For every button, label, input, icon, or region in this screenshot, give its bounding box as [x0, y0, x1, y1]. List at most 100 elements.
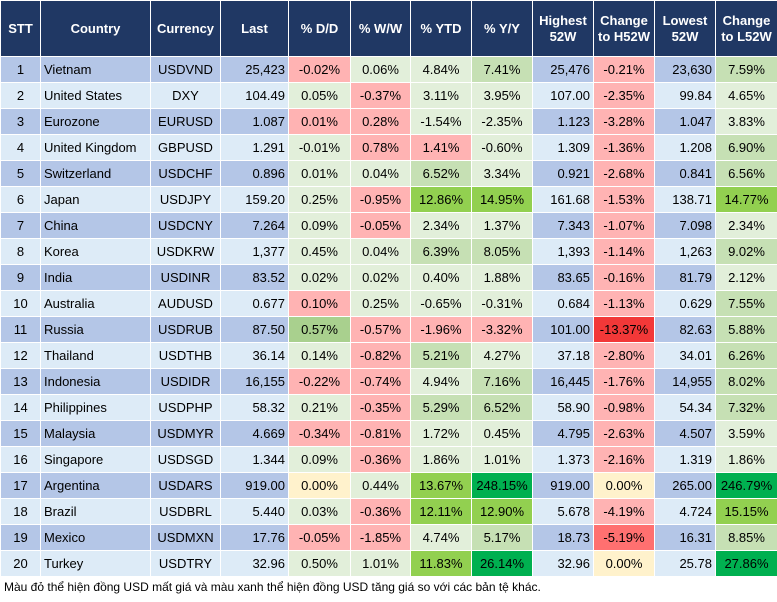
cell-change-to-h52w: -1.53%	[593, 186, 655, 213]
cell-stt: 14	[0, 394, 41, 421]
cell-country: Vietnam	[40, 56, 151, 83]
cell-currency: USDJPY	[150, 186, 221, 213]
column-header: % Y/Y	[471, 0, 533, 57]
cell-ytd: 11.83%	[410, 550, 472, 577]
cell-change-to-h52w: -2.35%	[593, 82, 655, 109]
cell-stt: 19	[0, 524, 41, 551]
cell-last: 1,377	[220, 238, 289, 265]
currency-table: STT Country Currency Last% D/D% W/W% YTD% Y…	[0, 0, 777, 577]
cell-lowest-52w: 0.629	[654, 290, 716, 317]
cell-last: 104.49	[220, 82, 289, 109]
cell-y-y: 0.45%	[471, 420, 533, 447]
cell-change-to-h52w: -1.14%	[593, 238, 655, 265]
cell-w-w: -1.85%	[350, 524, 411, 551]
cell-lowest-52w: 82.63	[654, 316, 716, 343]
cell-y-y: 6.52%	[471, 394, 533, 421]
cell-highest-52w: 161.68	[532, 186, 594, 213]
cell-ytd: 6.52%	[410, 160, 472, 187]
cell-stt: 7	[0, 212, 41, 239]
cell-last: 25,423	[220, 56, 289, 83]
cell-ytd: 4.84%	[410, 56, 472, 83]
cell-lowest-52w: 99.84	[654, 82, 716, 109]
cell-ytd: 5.21%	[410, 342, 472, 369]
cell-y-y: -0.60%	[471, 134, 533, 161]
table-row: 1 Vietnam USDVND 25,423 -0.02% 0.06% 4.84% 7.41…	[0, 56, 777, 83]
table-row: 3 Eurozone EURUSD 1.087 0.01% 0.28% -1.54% -2.3…	[0, 108, 777, 135]
cell-last: 0.896	[220, 160, 289, 187]
table-row: 18 Brazil USDBRL 5.440 0.03% -0.36% 12.11% 12.9…	[0, 498, 777, 525]
cell-stt: 15	[0, 420, 41, 447]
cell-ytd: -1.96%	[410, 316, 472, 343]
cell-d-d: 0.09%	[288, 446, 351, 473]
cell-country: Indonesia	[40, 368, 151, 395]
cell-change-to-h52w: -1.76%	[593, 368, 655, 395]
cell-last: 87.50	[220, 316, 289, 343]
cell-w-w: -0.95%	[350, 186, 411, 213]
cell-change-to-l52w: 2.12%	[715, 264, 777, 291]
cell-change-to-h52w: -2.80%	[593, 342, 655, 369]
cell-d-d: 0.00%	[288, 472, 351, 499]
cell-w-w: -0.36%	[350, 446, 411, 473]
cell-d-d: -0.01%	[288, 134, 351, 161]
column-header: % D/D	[288, 0, 351, 57]
cell-w-w: 0.06%	[350, 56, 411, 83]
cell-last: 1.291	[220, 134, 289, 161]
cell-last: 17.76	[220, 524, 289, 551]
cell-change-to-h52w: 0.00%	[593, 550, 655, 577]
cell-currency: USDIDR	[150, 368, 221, 395]
cell-d-d: -0.34%	[288, 420, 351, 447]
cell-lowest-52w: 1,263	[654, 238, 716, 265]
cell-last: 83.52	[220, 264, 289, 291]
cell-stt: 6	[0, 186, 41, 213]
cell-lowest-52w: 0.841	[654, 160, 716, 187]
cell-country: Thailand	[40, 342, 151, 369]
cell-d-d: 0.45%	[288, 238, 351, 265]
cell-currency: USDTHB	[150, 342, 221, 369]
cell-change-to-h52w: -2.63%	[593, 420, 655, 447]
cell-currency: USDPHP	[150, 394, 221, 421]
table-row: 12 Thailand USDTHB 36.14 0.14% -0.82% 5.21% 4.2…	[0, 342, 777, 369]
column-header: Currency	[150, 0, 221, 57]
cell-highest-52w: 0.684	[532, 290, 594, 317]
table-row: 5 Switzerland USDCHF 0.896 0.01% 0.04% 6.52% 3.…	[0, 160, 777, 187]
cell-w-w: -0.81%	[350, 420, 411, 447]
cell-currency: USDCHF	[150, 160, 221, 187]
cell-highest-52w: 101.00	[532, 316, 594, 343]
cell-d-d: -0.02%	[288, 56, 351, 83]
column-header: % W/W	[350, 0, 411, 57]
cell-change-to-l52w: 6.26%	[715, 342, 777, 369]
cell-ytd: 1.86%	[410, 446, 472, 473]
cell-last: 5.440	[220, 498, 289, 525]
cell-lowest-52w: 4.507	[654, 420, 716, 447]
cell-change-to-l52w: 7.32%	[715, 394, 777, 421]
cell-highest-52w: 919.00	[532, 472, 594, 499]
cell-ytd: 0.40%	[410, 264, 472, 291]
cell-highest-52w: 107.00	[532, 82, 594, 109]
cell-highest-52w: 16,445	[532, 368, 594, 395]
cell-change-to-l52w: 15.15%	[715, 498, 777, 525]
cell-country: China	[40, 212, 151, 239]
cell-currency: USDVND	[150, 56, 221, 83]
cell-last: 4.669	[220, 420, 289, 447]
table-row: 7 China USDCNY 7.264 0.09% -0.05% 2.34% 1.37% 7.…	[0, 212, 777, 239]
cell-lowest-52w: 4.724	[654, 498, 716, 525]
cell-lowest-52w: 14,955	[654, 368, 716, 395]
cell-country: Turkey	[40, 550, 151, 577]
cell-y-y: 14.95%	[471, 186, 533, 213]
cell-ytd: 3.11%	[410, 82, 472, 109]
cell-d-d: 0.01%	[288, 108, 351, 135]
cell-country: Japan	[40, 186, 151, 213]
cell-change-to-l52w: 3.59%	[715, 420, 777, 447]
cell-lowest-52w: 81.79	[654, 264, 716, 291]
cell-change-to-l52w: 7.59%	[715, 56, 777, 83]
cell-change-to-l52w: 3.83%	[715, 108, 777, 135]
cell-lowest-52w: 1.208	[654, 134, 716, 161]
cell-change-to-h52w: -0.98%	[593, 394, 655, 421]
table-header: STT Country Currency Last% D/D% W/W% YTD% Y…	[0, 0, 777, 57]
cell-change-to-l52w: 4.65%	[715, 82, 777, 109]
cell-d-d: 0.21%	[288, 394, 351, 421]
cell-highest-52w: 1.373	[532, 446, 594, 473]
cell-y-y: -3.32%	[471, 316, 533, 343]
cell-d-d: 0.25%	[288, 186, 351, 213]
cell-change-to-h52w: -0.16%	[593, 264, 655, 291]
